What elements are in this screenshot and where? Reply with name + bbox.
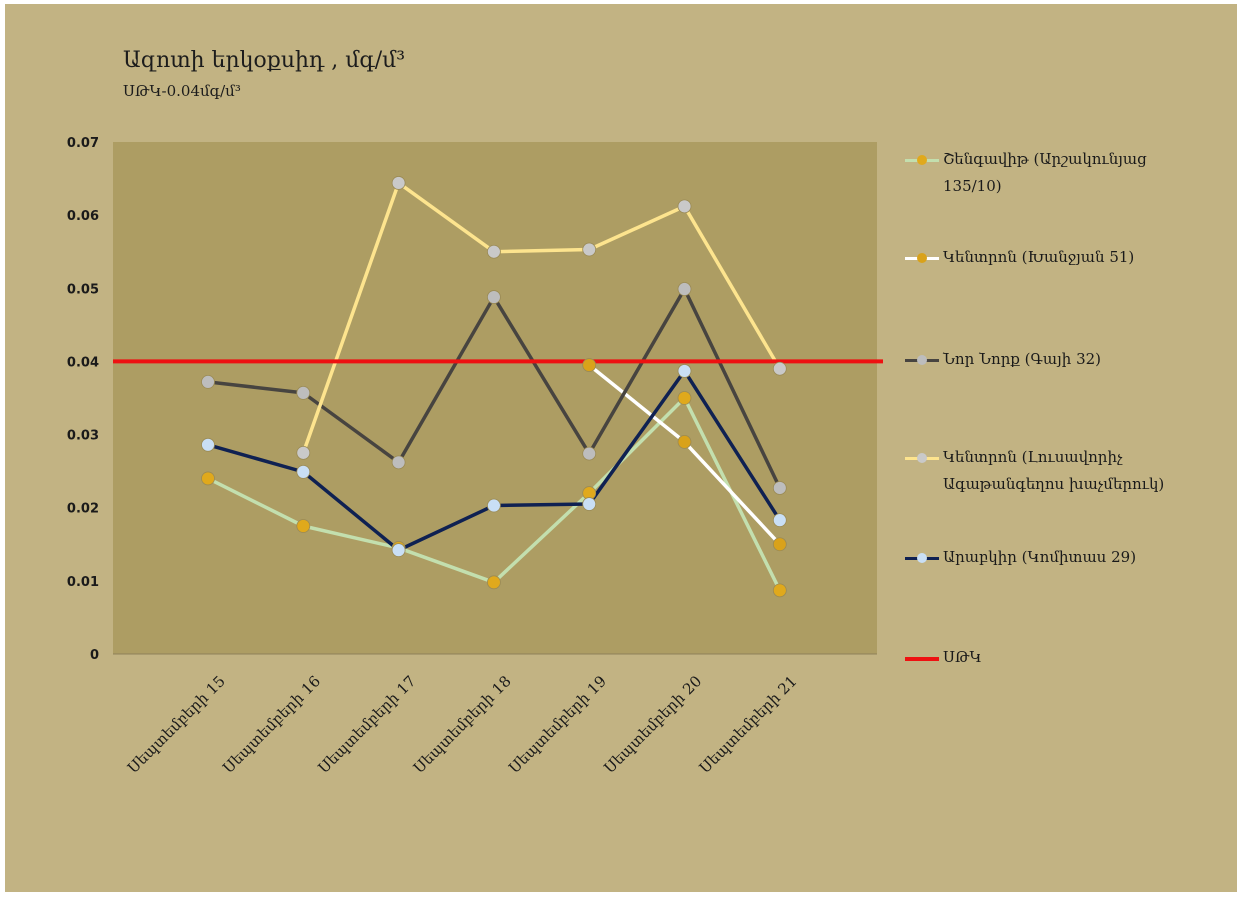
data-point bbox=[201, 375, 215, 389]
legend-swatch bbox=[905, 453, 939, 463]
data-point bbox=[296, 464, 311, 479]
data-point bbox=[201, 437, 215, 452]
legend-label: Ագաթանգեղոս խաչմերուկ) bbox=[943, 475, 1165, 493]
data-point bbox=[677, 282, 692, 296]
chart-title: Ազոտի երկօքսիդ , մգ/մ³ bbox=[123, 48, 406, 73]
legend-marker bbox=[917, 155, 927, 165]
data-point bbox=[677, 199, 692, 214]
data-point bbox=[772, 583, 787, 598]
legend-label: 135/10) bbox=[943, 177, 1002, 195]
legend-swatch bbox=[905, 355, 939, 365]
x-tick-label: Սեպտեմբերի 21 bbox=[696, 672, 801, 777]
data-point bbox=[296, 519, 311, 533]
data-point bbox=[677, 434, 692, 449]
x-tick-label: Սեպտեմբերի 19 bbox=[505, 672, 610, 777]
data-point bbox=[296, 385, 311, 400]
y-tick-label: 0.05 bbox=[67, 282, 99, 297]
data-point bbox=[582, 242, 597, 257]
x-tick-label: Սեպտեմբերի 15 bbox=[124, 672, 229, 777]
legend-swatch bbox=[905, 155, 939, 165]
x-tick-label: Սեպտեմբերի 17 bbox=[315, 672, 420, 777]
y-tick-label: 0.03 bbox=[67, 429, 99, 444]
legend-item: Կենտրոն (Լուսավորիչ Ագաթանգեղոս խաչմերուկ… bbox=[905, 444, 1225, 498]
y-tick-label: 0.01 bbox=[67, 575, 99, 590]
legend-label: Արաբկիր (Կոմիտաս 29) bbox=[943, 548, 1137, 566]
legend-item: Նոր Նորք (Գայի 32) bbox=[905, 346, 1225, 373]
data-point bbox=[677, 391, 692, 405]
y-tick-label: 0.06 bbox=[67, 209, 99, 224]
legend-marker bbox=[917, 355, 927, 365]
legend-label: Շենգավիթ (Արշակունյաց bbox=[943, 150, 1147, 168]
series-markers bbox=[201, 176, 787, 598]
legend-item: Շենգավիթ (Արշակունյաց 135/10) bbox=[905, 146, 1225, 200]
legend-label: Կենտրոն (Լուսավորիչ bbox=[943, 448, 1123, 466]
data-point bbox=[296, 445, 311, 460]
y-tick-label: 0.02 bbox=[67, 502, 99, 517]
data-point bbox=[582, 497, 597, 511]
x-tick-label: Սեպտեմբերի 16 bbox=[219, 672, 324, 777]
chart-canvas: 0 0.01 0.02 0.03 0.04 0.05 0.06 0.07 Սեպտեմբերի … bbox=[67, 136, 883, 777]
y-tick-label: 0 bbox=[90, 648, 99, 663]
x-tick-label: Սեպտեմբերի 20 bbox=[600, 672, 705, 777]
data-point bbox=[486, 244, 501, 259]
y-tick-label: 0.07 bbox=[67, 136, 99, 151]
legend-item: ՍԹԿ bbox=[905, 644, 1225, 671]
series-line-3 bbox=[301, 181, 782, 454]
legend-label: Կենտրոն (Խանջյան 51) bbox=[943, 248, 1135, 266]
legend-label: Նոր Նորք (Գայի 32) bbox=[943, 350, 1102, 368]
data-point bbox=[391, 176, 406, 190]
legend-marker bbox=[917, 553, 927, 563]
legend-swatch bbox=[905, 657, 939, 661]
legend-item: Արաբկիր (Կոմիտաս 29) bbox=[905, 544, 1225, 571]
y-tick-label: 0.04 bbox=[67, 355, 99, 370]
data-point bbox=[391, 543, 406, 558]
data-point bbox=[772, 513, 787, 528]
data-point bbox=[582, 446, 597, 461]
data-point bbox=[201, 471, 215, 486]
legend-item: Կենտրոն (Խանջյան 51) bbox=[905, 244, 1225, 271]
chart-subtitle: ՍԹԿ-0.04մգ/մ³ bbox=[123, 82, 241, 100]
data-point bbox=[772, 361, 787, 376]
data-point bbox=[677, 364, 692, 378]
legend-swatch bbox=[905, 253, 939, 263]
data-point bbox=[391, 455, 406, 470]
data-point bbox=[772, 537, 787, 552]
data-point bbox=[486, 290, 501, 304]
data-point bbox=[582, 358, 597, 372]
legend-marker bbox=[917, 453, 927, 463]
legend-swatch bbox=[905, 553, 939, 563]
data-point bbox=[772, 481, 787, 495]
x-tick-label: Սեպտեմբերի 18 bbox=[410, 672, 515, 777]
legend-label: ՍԹԿ bbox=[943, 648, 982, 666]
legend-marker bbox=[917, 253, 927, 263]
chart-frame: 0 0.01 0.02 0.03 0.04 0.05 0.06 0.07 Սեպտեմբերի … bbox=[5, 4, 1237, 892]
plot-area bbox=[113, 142, 877, 654]
data-point bbox=[486, 498, 501, 513]
data-point bbox=[486, 575, 501, 590]
